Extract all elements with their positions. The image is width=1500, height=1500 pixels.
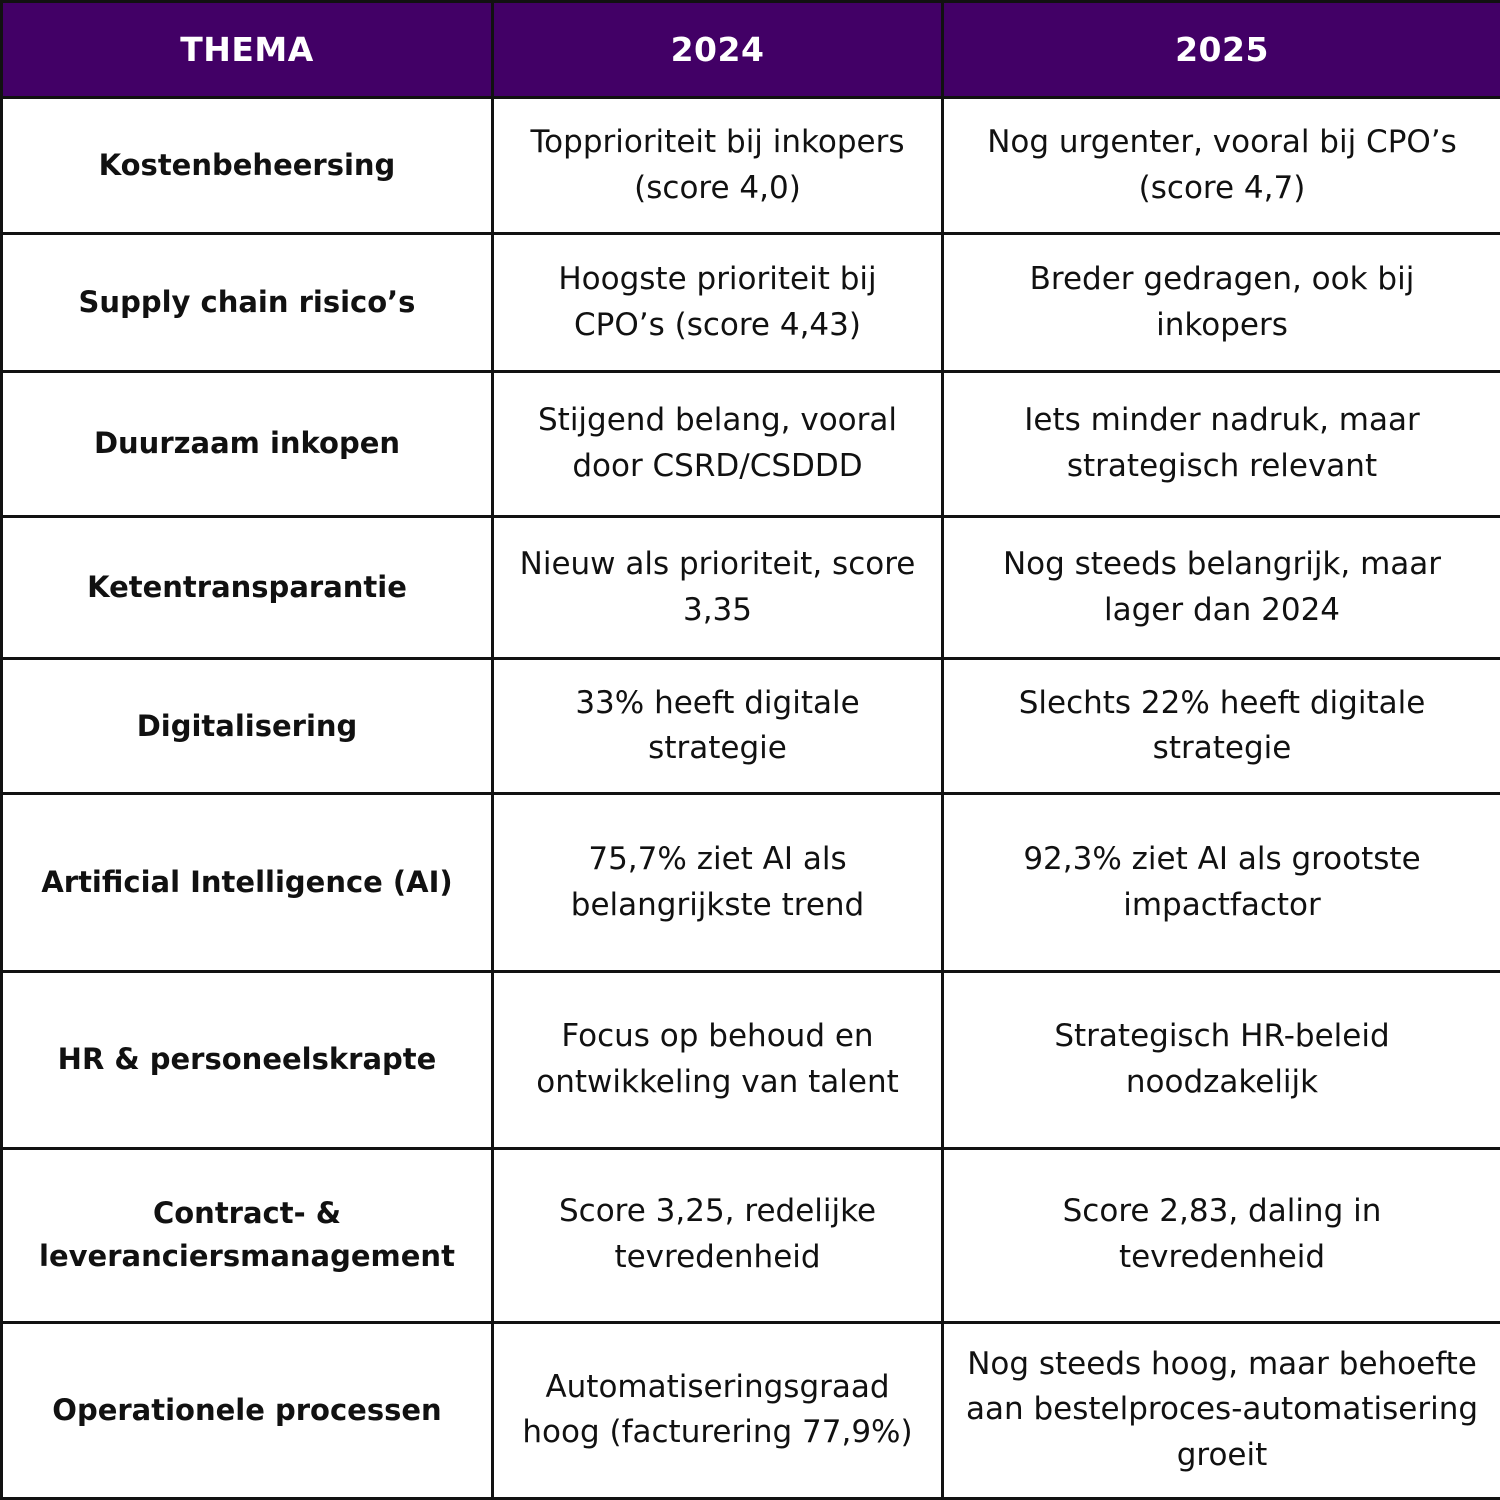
table-row: Ketentransparantie Nieuw als prioriteit,… — [0, 515, 1500, 661]
table-row: Digitalisering 33% heeft digitale strate… — [0, 657, 1500, 796]
value-2024-cell: 75,7% ziet AI als belangrijkste trend — [491, 792, 944, 973]
value-2024-cell: Focus op behoud en ontwikkeling van tale… — [491, 969, 944, 1150]
value-2024-cell: Hoogste prioriteit bij CPO’s (score 4,43… — [491, 232, 944, 374]
table-row: Operationele processen Automatiseringsgr… — [0, 1320, 1500, 1500]
value-2024-cell: Automatiseringsgraad hoog (facturering 7… — [491, 1320, 944, 1500]
thema-cell: Contract- & leveranciersmanagement — [0, 1146, 494, 1324]
table-row: Duurzaam inkopen Stijgend belang, vooral… — [0, 370, 1500, 519]
value-2025-cell: Strategisch HR-beleid noodzakelijk — [941, 969, 1500, 1150]
value-2025-cell: Score 2,83, daling in tevredenheid — [941, 1146, 1500, 1324]
table-row: Artificial Intelligence (AI) 75,7% ziet … — [0, 792, 1500, 973]
table-row: Supply chain risico’s Hoogste prioriteit… — [0, 232, 1500, 374]
value-2024-cell: 33% heeft digitale strategie — [491, 657, 944, 796]
value-2025-cell: Nog steeds hoog, maar behoefte aan beste… — [941, 1320, 1500, 1500]
header-row: THEMA 2024 2025 — [0, 0, 1500, 99]
table-row: Contract- & leveranciersmanagement Score… — [0, 1146, 1500, 1324]
value-2025-cell: Slechts 22% heeft digitale strategie — [941, 657, 1500, 796]
header-2025: 2025 — [941, 0, 1500, 99]
table-row: Kostenbeheersing Topprioriteit bij inkop… — [0, 95, 1500, 236]
thema-cell: Kostenbeheersing — [0, 95, 494, 236]
thema-cell: Artificial Intelligence (AI) — [0, 792, 494, 973]
thema-cell: Digitalisering — [0, 657, 494, 796]
thema-cell: HR & personeelskrapte — [0, 969, 494, 1150]
value-2025-cell: Nog steeds belangrijk, maar lager dan 20… — [941, 515, 1500, 661]
value-2024-cell: Score 3,25, redelijke tevredenheid — [491, 1146, 944, 1324]
header-2024: 2024 — [491, 0, 944, 99]
value-2025-cell: 92,3% ziet AI als grootste impactfactor — [941, 792, 1500, 973]
table-row: HR & personeelskrapte Focus op behoud en… — [0, 969, 1500, 1150]
value-2024-cell: Stijgend belang, vooral door CSRD/CSDDD — [491, 370, 944, 519]
value-2025-cell: Breder gedragen, ook bij inkopers — [941, 232, 1500, 374]
thema-cell: Operationele processen — [0, 1320, 494, 1500]
header-thema: THEMA — [0, 0, 494, 99]
value-2025-cell: Nog urgenter, vooral bij CPO’s (score 4,… — [941, 95, 1500, 236]
thema-cell: Duurzaam inkopen — [0, 370, 494, 519]
value-2025-cell: Iets minder nadruk, maar strategisch rel… — [941, 370, 1500, 519]
thema-cell: Ketentransparantie — [0, 515, 494, 661]
thema-cell: Supply chain risico’s — [0, 232, 494, 374]
value-2024-cell: Topprioriteit bij inkopers (score 4,0) — [491, 95, 944, 236]
value-2024-cell: Nieuw als prioriteit, score 3,35 — [491, 515, 944, 661]
